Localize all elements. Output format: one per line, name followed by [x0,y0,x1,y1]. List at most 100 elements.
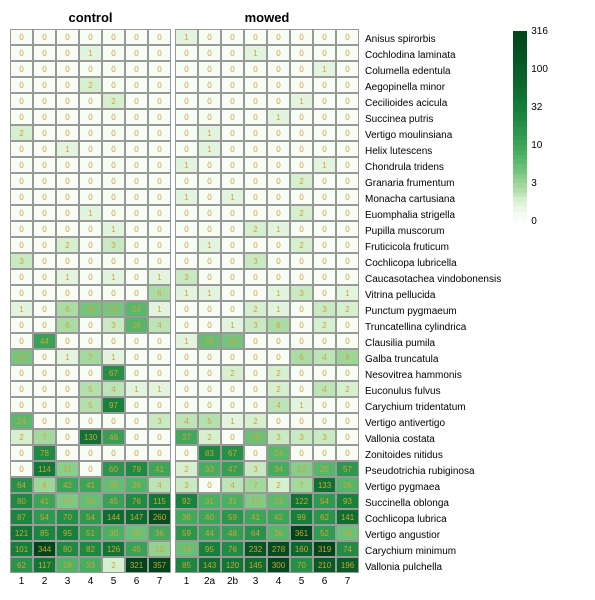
cell: 0 [125,29,148,45]
cell: 210 [313,557,336,573]
cell: 0 [221,349,244,365]
cell: 31 [198,493,221,509]
cell: 1 [198,237,221,253]
cell: 3 [313,301,336,317]
cell: 0 [33,253,56,269]
cell: 0 [102,253,125,269]
cell: 3 [244,253,267,269]
species-label: Galba truncatula [365,351,501,367]
cell: 232 [244,541,267,557]
cell: 54 [313,493,336,509]
cell: 0 [290,29,313,45]
cell: 0 [221,397,244,413]
cell: 2 [336,301,359,317]
cell: 0 [290,45,313,61]
cell: 0 [10,333,33,349]
cell: 0 [244,61,267,77]
species-label: Aegopinella minor [365,79,501,95]
species-label: Granaria frumentum [365,175,501,191]
cell: 0 [125,365,148,381]
cell: 147 [125,509,148,525]
cell: 3 [267,429,290,445]
cell: 1 [148,301,171,317]
cell: 2 [244,301,267,317]
cell: 0 [102,141,125,157]
cell: 0 [148,221,171,237]
cell: 20 [198,333,221,349]
column-labels: 12a2b34567 [175,576,359,587]
cell: 0 [198,173,221,189]
cell: 0 [267,349,290,365]
cell: 0 [336,413,359,429]
cell: 79 [125,461,148,477]
cell: 4 [267,397,290,413]
cell: 0 [102,125,125,141]
cell: 2 [79,77,102,93]
species-label: Carychium tridentatum [365,399,501,415]
cell: 99 [290,509,313,525]
cell: 0 [175,365,198,381]
cell: 0 [198,157,221,173]
cell: 0 [10,397,33,413]
cell: 0 [267,269,290,285]
cell: 0 [267,237,290,253]
cell: 20 [79,493,102,509]
cell: 62 [313,509,336,525]
species-label: Zonitoides nitidus [365,447,501,463]
cell: 361 [290,525,313,541]
cell: 2 [175,461,198,477]
cell: 121 [10,525,33,541]
cell: 4 [221,477,244,493]
cell: 0 [56,365,79,381]
cell: 80 [10,493,33,509]
cell: 1 [198,125,221,141]
cell: 0 [313,93,336,109]
cell: 87 [10,509,33,525]
cell: 1 [79,205,102,221]
cell: 0 [125,333,148,349]
cell: 0 [221,141,244,157]
cell: 1 [175,333,198,349]
cell: 0 [56,333,79,349]
cell: 0 [56,205,79,221]
cell: 0 [125,397,148,413]
cell: 44 [198,525,221,541]
cell: 41 [79,477,102,493]
cell: 1 [313,61,336,77]
cell: 20 [102,477,125,493]
cell: 25 [313,461,336,477]
cell: 0 [244,173,267,189]
cell: 2 [267,381,290,397]
cell: 0 [148,125,171,141]
cell: 321 [125,557,148,573]
species-label: Vallonia pulchella [365,559,501,575]
cell: 0 [244,237,267,253]
cell: 0 [175,349,198,365]
column-label: 6 [125,576,148,587]
cell: 0 [10,61,33,77]
cell: 0 [221,173,244,189]
cell: 0 [313,77,336,93]
cell: 0 [221,429,244,445]
cell: 0 [10,381,33,397]
cell: 2 [267,477,290,493]
cell: 0 [221,45,244,61]
cell: 33 [198,461,221,477]
cell: 0 [10,221,33,237]
cell: 7 [33,429,56,445]
cell: 143 [198,557,221,573]
cell: 0 [10,269,33,285]
cell: 0 [10,205,33,221]
cell: 0 [175,397,198,413]
cell: 1 [221,189,244,205]
cell: 0 [221,125,244,141]
cell: 0 [10,285,33,301]
cell: 0 [79,445,102,461]
cell: 0 [56,109,79,125]
cell: 42 [267,509,290,525]
panel-title: mowed [175,10,359,25]
cell: 122 [290,493,313,509]
cell: 0 [175,221,198,237]
cell: 97 [102,397,125,413]
cell: 47 [221,461,244,477]
